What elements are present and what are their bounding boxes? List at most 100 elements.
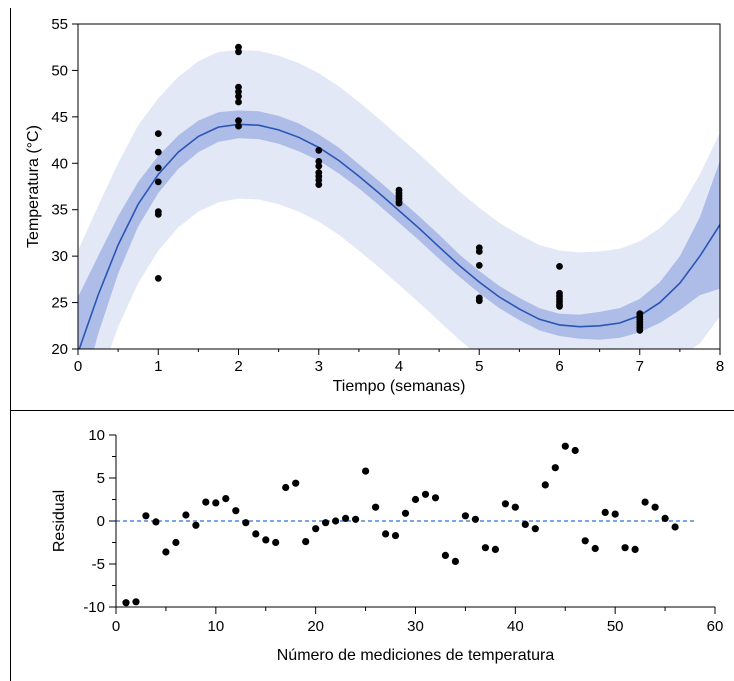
fit-line: [78, 123, 720, 349]
data-point: [475, 262, 483, 269]
residual-point: [471, 515, 479, 523]
bottom-axes: 0 10 20 30 40 50 60 -10 -5 0 5 10: [83, 427, 723, 635]
residual-point: [671, 523, 679, 531]
residual-point: [521, 520, 529, 529]
y-tick-label: 35: [51, 202, 68, 219]
x-tick-label: 5: [475, 358, 483, 375]
x-tick-label: 7: [636, 358, 644, 375]
y-tick-label: 20: [51, 341, 68, 358]
data-point: [235, 98, 242, 106]
residual-point: [352, 515, 360, 523]
residual-point: [382, 530, 390, 538]
data-point: [154, 148, 162, 156]
residual-point: [272, 538, 280, 547]
data-point: [235, 93, 242, 100]
x-tick-label: 0: [74, 358, 82, 375]
data-point: [235, 117, 242, 124]
residual-point: [222, 495, 230, 503]
residual-point: [282, 483, 290, 492]
x-tick-label: 30: [407, 618, 424, 635]
data-point: [154, 130, 162, 138]
residual-point: [661, 514, 669, 523]
residual-point: [461, 512, 469, 520]
top-x-axis-label: Tiempo (semanas): [333, 378, 466, 395]
residual-point: [401, 509, 410, 517]
y-tick-label: 25: [51, 295, 68, 312]
data-point: [235, 122, 242, 130]
residual-point: [142, 512, 150, 520]
y-tick-label: 5: [97, 470, 105, 487]
bottom-y-axis-label: Residual: [51, 490, 68, 552]
residual-point: [262, 536, 270, 544]
residual-point: [491, 545, 499, 554]
top-y-axis-label: Temperatura (°C): [25, 125, 42, 248]
data-point: [395, 199, 403, 207]
x-tick-label: 0: [112, 618, 120, 635]
data-point: [475, 297, 483, 305]
residual-point: [322, 519, 330, 527]
y-tick-label: 30: [51, 248, 68, 265]
temperature-points: [154, 43, 644, 334]
residual-point: [242, 519, 250, 527]
residual-point: [162, 548, 170, 556]
residual-point: [252, 530, 260, 538]
y-tick-label: 55: [51, 16, 68, 33]
data-point: [235, 48, 242, 56]
data-point: [475, 248, 483, 255]
residual-point: [451, 557, 459, 566]
residual-point: [212, 499, 220, 507]
data-point: [556, 302, 563, 310]
y-tick-label: 40: [51, 155, 68, 172]
residual-point: [511, 503, 519, 511]
x-tick-label: 60: [707, 618, 724, 635]
data-point: [235, 83, 242, 91]
residual-point: [501, 500, 509, 508]
x-tick-label: 3: [315, 358, 323, 375]
residual-point: [362, 467, 370, 475]
residual-point: [202, 498, 210, 506]
residual-point: [332, 517, 340, 525]
residual-point: [302, 538, 310, 546]
x-tick-label: 4: [395, 358, 403, 375]
x-tick-label: 20: [307, 618, 324, 635]
residual-chart: 0 10 20 30 40 50 60 -10 -5 0 5 10 Número de medicio…: [51, 427, 723, 664]
residual-point: [481, 544, 489, 552]
residual-point: [372, 503, 380, 511]
residual-point: [342, 514, 350, 523]
residual-point: [531, 525, 539, 533]
residual-point: [541, 481, 549, 489]
residual-point: [431, 494, 440, 502]
data-point: [315, 181, 323, 189]
residual-point: [232, 507, 240, 515]
data-point: [154, 275, 162, 282]
data-point: [556, 263, 563, 270]
y-tick-label: 45: [51, 109, 68, 126]
x-tick-label: 40: [507, 618, 524, 635]
residual-point: [561, 442, 569, 450]
data-point: [636, 327, 644, 334]
residual-point: [132, 598, 140, 606]
fit-line-group: [78, 123, 720, 349]
residual-point: [651, 503, 659, 511]
y-tick-label: -5: [92, 556, 105, 573]
x-tick-label: 10: [207, 618, 224, 635]
x-tick-label: 6: [555, 358, 563, 375]
y-tick-label: 50: [51, 62, 68, 79]
y-tick-label: 10: [88, 427, 105, 444]
x-tick-label: 50: [607, 618, 624, 635]
data-point: [235, 43, 242, 51]
data-point: [154, 178, 162, 186]
residual-point: [611, 510, 619, 518]
residual-point: [182, 511, 190, 519]
y-tick-label: -10: [83, 599, 105, 616]
residual-point: [172, 538, 180, 547]
residual-point: [152, 518, 160, 526]
x-tick-label: 8: [716, 358, 724, 375]
x-tick-label: 1: [154, 358, 162, 375]
residual-point: [601, 508, 609, 516]
residual-point: [421, 490, 430, 498]
residual-point: [192, 521, 200, 529]
